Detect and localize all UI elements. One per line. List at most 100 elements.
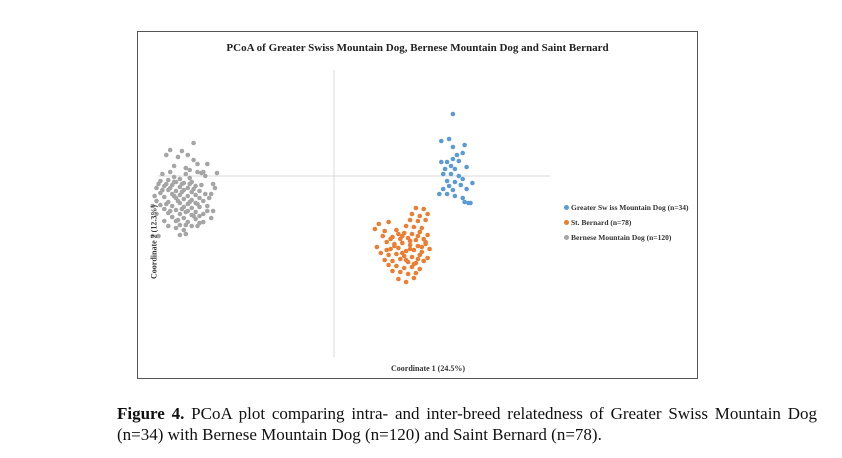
data-point <box>394 263 399 269</box>
data-point <box>191 140 196 146</box>
data-point <box>166 177 171 183</box>
data-point <box>187 199 192 205</box>
data-point <box>378 250 384 256</box>
data-point <box>171 163 177 169</box>
legend-label: Bernese Mountain Dog (n=120) <box>571 233 672 242</box>
data-point <box>160 171 165 177</box>
data-point <box>386 262 391 268</box>
data-point <box>450 144 456 150</box>
data-point <box>197 213 202 219</box>
caption-text: PCoA plot comparing intra- and inter-bre… <box>117 404 817 444</box>
data-point <box>460 150 466 156</box>
data-point <box>439 159 444 165</box>
data-point <box>403 248 409 254</box>
data-point <box>462 199 467 205</box>
data-point <box>444 178 450 184</box>
data-point <box>460 176 466 182</box>
data-point <box>411 261 417 267</box>
data-point <box>386 252 391 258</box>
data-point <box>210 181 216 187</box>
data-point <box>187 167 192 173</box>
y-axis-label: Coordinate 2 (12.3%) <box>149 205 159 279</box>
data-point <box>181 215 187 221</box>
data-point <box>462 142 467 148</box>
x-axis-label: Coordinate 1 (24.5%) <box>391 364 465 373</box>
data-point <box>413 237 419 243</box>
data-point <box>164 181 169 187</box>
data-point <box>193 192 198 198</box>
data-point <box>415 233 421 239</box>
data-point <box>388 246 393 252</box>
data-point <box>411 224 417 230</box>
data-point <box>183 222 189 228</box>
data-point <box>464 186 469 192</box>
data-point <box>407 217 413 223</box>
data-point <box>427 246 432 252</box>
data-point <box>179 206 185 212</box>
data-point <box>185 185 191 191</box>
data-point <box>177 232 183 238</box>
data-point <box>425 211 430 217</box>
data-point <box>394 227 399 233</box>
data-point <box>384 239 389 245</box>
data-point <box>450 111 456 117</box>
data-point <box>417 252 423 258</box>
data-point <box>167 208 173 214</box>
data-point <box>205 208 210 214</box>
data-point <box>191 186 196 192</box>
data-point <box>154 211 159 217</box>
scatter-plot <box>150 70 550 357</box>
legend: Greater Sw iss Mountain Dog (n=34) St. B… <box>564 200 689 245</box>
data-point <box>452 166 458 172</box>
data-point <box>392 243 397 249</box>
data-point <box>415 218 421 224</box>
data-point <box>185 152 191 158</box>
data-point <box>374 244 380 250</box>
data-point <box>193 209 198 215</box>
data-point <box>185 193 191 199</box>
legend-item: Bernese Mountain Dog (n=120) <box>564 230 689 245</box>
data-point <box>197 188 202 194</box>
data-point <box>183 171 189 177</box>
data-point <box>390 268 395 274</box>
data-point <box>440 171 446 177</box>
legend-marker <box>564 235 569 240</box>
legend-item: Greater Sw iss Mountain Dog (n=34) <box>564 200 689 215</box>
data-point <box>181 196 187 202</box>
data-point <box>191 213 196 219</box>
data-point <box>403 257 409 263</box>
data-point <box>171 193 177 199</box>
data-point <box>405 271 411 277</box>
data-point <box>195 201 200 207</box>
data-point <box>450 156 456 162</box>
data-point <box>187 181 192 187</box>
data-point <box>444 159 450 165</box>
data-point <box>423 239 428 245</box>
data-point <box>181 227 187 233</box>
data-point <box>388 236 393 242</box>
legend-label: St. Bernard (n=78) <box>571 218 632 227</box>
legend-label: Greater Sw iss Mountain Dog (n=34) <box>571 203 689 212</box>
data-point <box>390 258 395 264</box>
data-point <box>183 209 189 215</box>
data-point <box>201 219 206 225</box>
data-point <box>446 136 452 142</box>
data-point <box>470 180 475 186</box>
chart-title: PCoA of Greater Swiss Mountain Dog, Bern… <box>226 42 609 54</box>
data-point <box>173 207 179 213</box>
data-point <box>166 223 171 229</box>
data-point <box>409 231 415 237</box>
data-point <box>167 185 173 191</box>
data-point <box>189 205 194 211</box>
data-point <box>158 202 163 208</box>
data-point <box>458 182 464 188</box>
data-point <box>201 198 206 204</box>
data-point <box>403 279 409 285</box>
data-point <box>468 200 473 206</box>
data-point <box>460 195 466 201</box>
data-point <box>177 222 183 228</box>
data-point <box>164 152 169 158</box>
data-point <box>394 251 399 257</box>
data-point <box>175 217 181 223</box>
data-point <box>160 187 165 193</box>
